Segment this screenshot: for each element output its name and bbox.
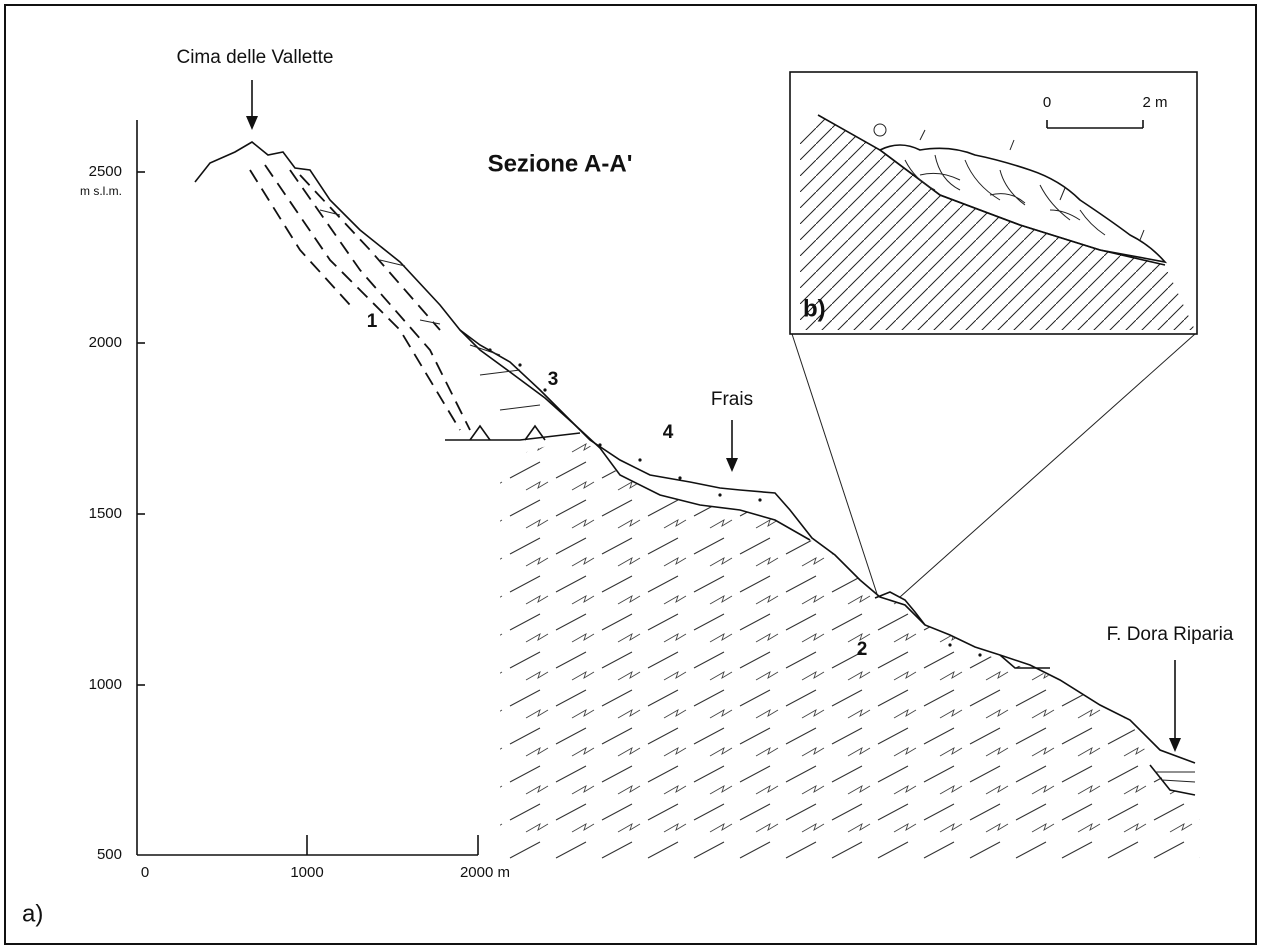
y-tick-label: 2500: [89, 163, 122, 180]
y-tick-label: 500: [97, 846, 122, 863]
cross-section: [194, 141, 1196, 796]
panel-label: b): [803, 295, 826, 322]
section-title: Sezione A-A': [488, 150, 633, 177]
y-unit: m s.l.m.: [80, 184, 122, 198]
arrows: [246, 80, 1181, 752]
place-label: Cima delle Vallette: [176, 47, 333, 68]
y-tick-label: 2000: [89, 334, 122, 351]
y-tick-label: 1000: [89, 676, 122, 693]
unit-label: 3: [548, 369, 559, 390]
unit-label: 4: [663, 422, 674, 443]
frame: [4, 4, 1257, 945]
x-tick-label: 2000 m: [460, 864, 510, 881]
unit-label: 1: [367, 311, 378, 332]
scale-label: 2 m: [1142, 94, 1167, 111]
x-tick-label: 1000: [290, 864, 323, 881]
axes: [136, 120, 479, 856]
inset: [789, 71, 1198, 598]
bedrock-hatching: [500, 436, 1200, 860]
panel-label: a): [22, 900, 43, 927]
place-label: Frais: [711, 389, 753, 410]
y-tick-label: 1500: [89, 505, 122, 522]
unit-label: 2: [857, 639, 868, 660]
place-label: F. Dora Riparia: [1107, 624, 1234, 645]
scale-label: 0: [1043, 94, 1051, 111]
x-tick-label: 0: [141, 864, 149, 881]
